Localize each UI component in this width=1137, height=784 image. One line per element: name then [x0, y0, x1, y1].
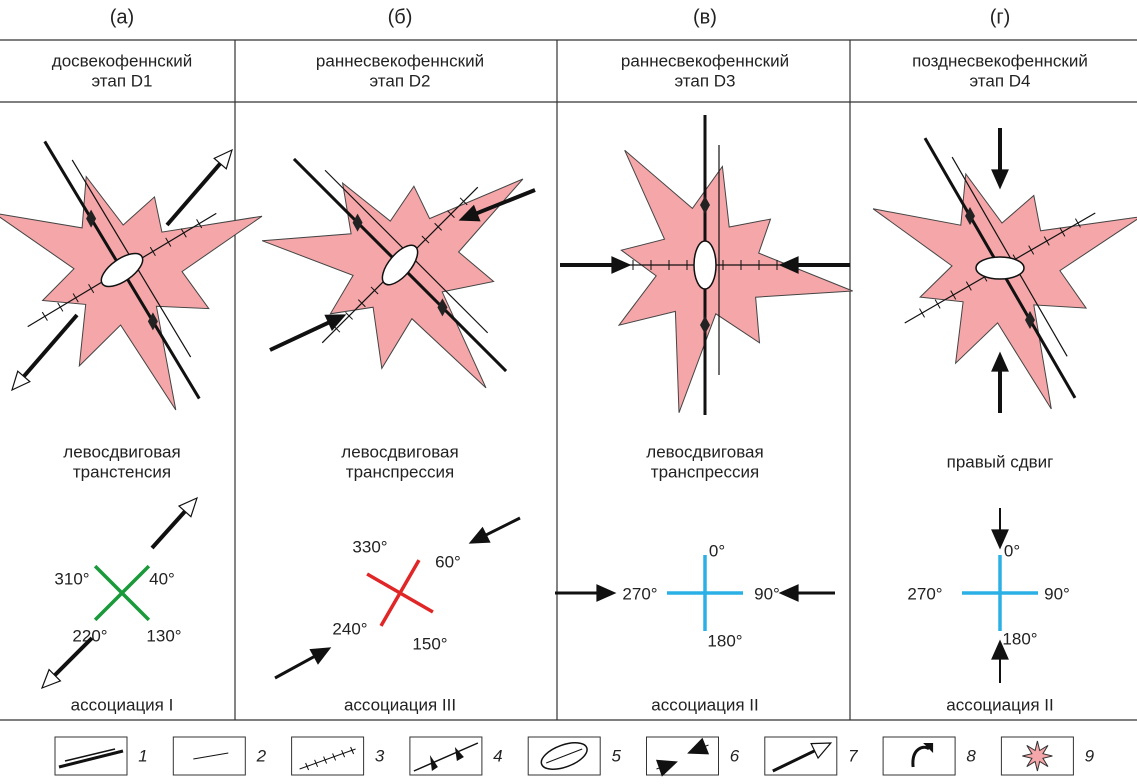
angle-label: 240° [332, 619, 367, 638]
arrow-head [780, 585, 798, 601]
deformation-star [873, 174, 1137, 409]
panel-header: досвекофеннский [52, 51, 192, 70]
tick [935, 300, 940, 309]
angle-label: 330° [352, 537, 387, 556]
arrow-head [597, 585, 615, 601]
tick [58, 303, 63, 312]
angle-label: 150° [412, 634, 447, 653]
legend-number: 7 [848, 746, 858, 765]
panel-header: раннесвекофеннский [621, 51, 789, 70]
legend-number: 6 [730, 746, 740, 765]
association-label: ассоциация II [651, 695, 758, 714]
panel-header: этап D3 [674, 71, 735, 90]
legend-number: 5 [611, 746, 621, 765]
regime-label: левосдвиговая [646, 442, 763, 461]
angle-label: 180° [707, 631, 742, 650]
legend-number: 2 [256, 746, 267, 765]
association-label: ассоциация II [946, 695, 1053, 714]
angle-label: 0° [709, 541, 725, 560]
panel-header: этап D4 [969, 71, 1030, 90]
figure: (а)досвекофеннскийэтап D1левосдвиговаятр… [0, 0, 1137, 779]
arrow-head [310, 648, 330, 664]
angle-label: 90° [754, 584, 780, 603]
arrow-shaft [152, 511, 185, 548]
strain-ellipse [976, 257, 1024, 279]
arrow-head [992, 353, 1008, 371]
arrow-shaft [275, 657, 314, 678]
angle-label: 180° [1002, 629, 1037, 648]
deformation-star [619, 150, 853, 412]
angle-label: 40° [149, 569, 175, 588]
angle-label: 310° [54, 569, 89, 588]
regime-label: транспрессия [651, 462, 759, 481]
regime-label: правый сдвиг [947, 452, 1054, 471]
legend-box [410, 737, 482, 775]
legend-symbol [1022, 741, 1052, 771]
arrow-head [992, 170, 1008, 188]
association-label: ассоциация III [344, 695, 456, 714]
legend-box [292, 737, 364, 775]
panel-letter: (а) [110, 6, 134, 28]
panel-letter: (г) [990, 6, 1011, 28]
legend-box [55, 737, 127, 775]
regime-label: транспрессия [346, 462, 454, 481]
panel-header: этап D2 [369, 71, 430, 90]
arrow-shaft [270, 323, 329, 350]
angle-label: 130° [146, 626, 181, 645]
arrow-head [470, 528, 490, 543]
legend-number: 8 [966, 746, 976, 765]
legend-number: 1 [138, 746, 147, 765]
cross-arm [381, 560, 419, 626]
regime-label: транстенсия [73, 462, 171, 481]
legend-number: 3 [375, 746, 385, 765]
tick [42, 312, 47, 321]
tick [920, 309, 925, 318]
panel-header: позднесвекофеннский [912, 51, 1088, 70]
association-label: ассоциация I [71, 695, 174, 714]
arrow-shaft [486, 518, 520, 535]
angle-label: 270° [622, 584, 657, 603]
arrow-head [612, 257, 630, 273]
panel-header: этап D1 [91, 71, 152, 90]
regime-label: левосдвиговая [63, 442, 180, 461]
angle-label: 60° [435, 552, 461, 571]
angle-label: 270° [907, 584, 942, 603]
angle-label: 90° [1044, 584, 1070, 603]
legend-box [647, 737, 719, 775]
strain-ellipse [694, 241, 716, 289]
regime-label: левосдвиговая [341, 442, 458, 461]
deformation-star [0, 177, 262, 410]
angle-label: 0° [1004, 541, 1020, 560]
panel-letter: (б) [388, 6, 413, 28]
legend-number: 4 [493, 746, 502, 765]
panel-header: раннесвекофеннский [316, 51, 484, 70]
legend-number: 9 [1085, 746, 1095, 765]
legend-box [883, 737, 955, 775]
panel-letter: (в) [693, 6, 717, 28]
